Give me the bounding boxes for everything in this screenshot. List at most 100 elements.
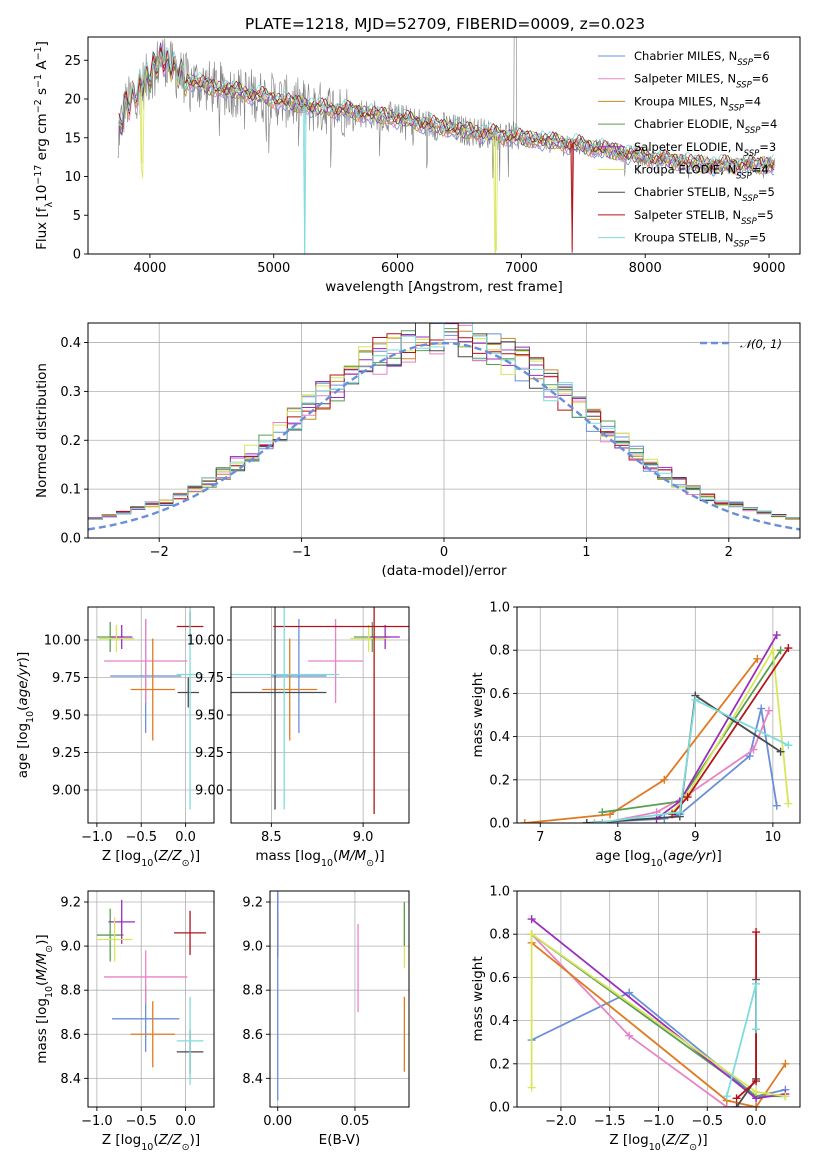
x-tick-label: 0.0 bbox=[175, 830, 196, 845]
mass-weight-vs-age-chart: 7 8 9 10 0.0 0.2 0.4 0.6 0.8 1.0 age [log10(age/yr… bbox=[470, 601, 801, 869]
x-axis-label: (data-model)/error bbox=[381, 563, 507, 579]
x-tick-label: −2 bbox=[150, 545, 169, 560]
data-point bbox=[370, 625, 400, 649]
gaussian-curve bbox=[88, 341, 800, 531]
weight-marker bbox=[527, 1083, 536, 1092]
weight-line-chab_miles bbox=[531, 991, 786, 1098]
axes-frame bbox=[87, 890, 215, 1108]
data-point bbox=[308, 619, 364, 703]
y-tick-label: 0.2 bbox=[60, 434, 81, 449]
legend-label: Kroupa STELIB, NSSP=5 bbox=[634, 231, 766, 250]
y-tick-label: 0.4 bbox=[489, 730, 510, 745]
y-tick-label: 1.0 bbox=[489, 885, 510, 900]
y-tick-label: 0.0 bbox=[60, 532, 81, 547]
weight-marker bbox=[625, 1031, 634, 1040]
x-axis-label: mass [log10(M/M⊙)] bbox=[255, 848, 384, 869]
weight-marker bbox=[752, 928, 761, 937]
weight-marker bbox=[781, 1059, 790, 1068]
y-tick-label: 0.4 bbox=[489, 1014, 510, 1029]
y-tick-label: 9.75 bbox=[52, 671, 81, 686]
y-tick-label: 0.1 bbox=[60, 483, 81, 498]
y-tick-label: 9.50 bbox=[52, 709, 81, 724]
model-line-kroupa_stelib bbox=[118, 47, 775, 254]
data-point bbox=[130, 1001, 175, 1068]
y-tick-label: 9.50 bbox=[195, 709, 224, 724]
mass-weight-vs-Z-marks bbox=[527, 915, 790, 1107]
weight-marker bbox=[752, 979, 761, 988]
y-tick-label: 15 bbox=[64, 131, 81, 146]
histogram-kroupa_stelib bbox=[88, 323, 800, 522]
residuals-legend: 𝒩(0, 1) bbox=[700, 337, 782, 351]
weight-line-kroupa_elodie bbox=[671, 647, 790, 813]
model-line-kroupa_elodie bbox=[118, 47, 775, 254]
x-axis-label: Z [log10(Z/Z⊙)] bbox=[102, 1132, 200, 1153]
y-tick-label: 0.4 bbox=[60, 336, 81, 351]
x-tick-label: −1.0 bbox=[643, 1114, 675, 1129]
x-tick-label: 9 bbox=[691, 830, 699, 845]
x-tick-label: 9.0 bbox=[353, 830, 374, 845]
mass-weight-vs-Z-chart: −2.0 −1.5 −1.0 −0.5 0.0 0.0 0.2 0.4 0.6 0.8 1.0 Z [… bbox=[470, 885, 801, 1153]
y-tick-label: 8.8 bbox=[242, 984, 263, 999]
weight-line-salp_elodie bbox=[656, 634, 778, 820]
weight-marker bbox=[772, 631, 781, 640]
x-axis-label: age [log10(age/yr)] bbox=[595, 848, 721, 869]
data-point bbox=[231, 607, 327, 810]
axes-frame bbox=[269, 890, 410, 1108]
y-tick-label: 1.0 bbox=[489, 601, 510, 616]
weight-marker bbox=[776, 747, 785, 756]
weight-marker bbox=[527, 915, 536, 924]
weight-line-salp_stelib bbox=[671, 647, 790, 816]
weight-marker bbox=[598, 819, 607, 823]
model-line-chab_stelib bbox=[118, 47, 775, 172]
y-tick-label: 8.4 bbox=[242, 1072, 263, 1087]
axes-frame bbox=[87, 606, 215, 824]
weight-marker bbox=[660, 775, 669, 784]
data-point bbox=[176, 996, 204, 1085]
y-tick-label: 9.0 bbox=[60, 940, 81, 955]
weight-marker bbox=[590, 819, 599, 823]
x-tick-label: 8.5 bbox=[261, 830, 282, 845]
age-vs-mass-marks bbox=[231, 607, 409, 814]
legend-label: Kroupa MILES, NSSP=4 bbox=[634, 94, 761, 113]
x-tick-label: 6000 bbox=[381, 261, 414, 276]
weight-marker bbox=[745, 752, 754, 761]
x-tick-label: 7000 bbox=[505, 261, 538, 276]
x-tick-label: −1.5 bbox=[594, 1114, 626, 1129]
mass-vs-Z-marks bbox=[96, 899, 207, 1085]
data-point bbox=[231, 607, 340, 810]
x-tick-label: −1.0 bbox=[81, 830, 113, 845]
y-tick-label: 0 bbox=[73, 248, 81, 263]
weight-marker bbox=[752, 1025, 761, 1034]
y-tick-label: 10.00 bbox=[187, 634, 224, 649]
figure-title: PLATE=1218, MJD=52709, FIBERID=0009, z=0… bbox=[245, 15, 645, 33]
x-tick-label: 0.0 bbox=[175, 1114, 196, 1129]
legend-label: Kroupa ELODIE, NSSP=4 bbox=[634, 163, 769, 182]
y-tick-label: 9.00 bbox=[52, 784, 81, 799]
y-axis-label: Normed distribution bbox=[34, 363, 50, 498]
weight-marker bbox=[784, 799, 793, 808]
spectrum-legend: Chabrier MILES, NSSP=6 Salpeter MILES, NS… bbox=[598, 49, 777, 250]
mass-vs-EBV-marks bbox=[277, 891, 406, 1101]
x-tick-label: 0 bbox=[440, 545, 448, 560]
y-axis-label: mass weight bbox=[470, 672, 486, 757]
x-tick-label: 5000 bbox=[257, 261, 290, 276]
y-tick-label: 0.8 bbox=[489, 644, 510, 659]
x-tick-label: −2.0 bbox=[545, 1114, 577, 1129]
age-vs-Z-chart: −1.0 −0.5 0.0 9.00 9.25 9.50 9.75 10.00 Z [log10… bbox=[15, 606, 215, 869]
x-tick-label: 0.05 bbox=[340, 1114, 369, 1129]
weight-marker bbox=[675, 808, 684, 817]
x-axis-label: Z [log10(Z/Z⊙)] bbox=[609, 1132, 707, 1153]
x-tick-label: 7 bbox=[536, 830, 544, 845]
weight-line-chab_stelib bbox=[586, 694, 782, 823]
axes-frame bbox=[516, 606, 801, 824]
y-tick-label: 9.00 bbox=[195, 784, 224, 799]
weight-line-age_mid bbox=[531, 942, 787, 1107]
axes-frame bbox=[516, 890, 801, 1108]
legend-label: Chabrier MILES, NSSP=6 bbox=[634, 49, 770, 68]
y-axis-label: Flux [fλ10−17 erg cm−2 s−1 A−1] bbox=[33, 41, 55, 250]
weight-marker bbox=[764, 706, 773, 715]
x-tick-label: 2 bbox=[725, 545, 733, 560]
y-tick-label: 8.8 bbox=[60, 984, 81, 999]
y-tick-label: 0.0 bbox=[489, 1101, 510, 1116]
x-tick-label: 10 bbox=[765, 830, 782, 845]
